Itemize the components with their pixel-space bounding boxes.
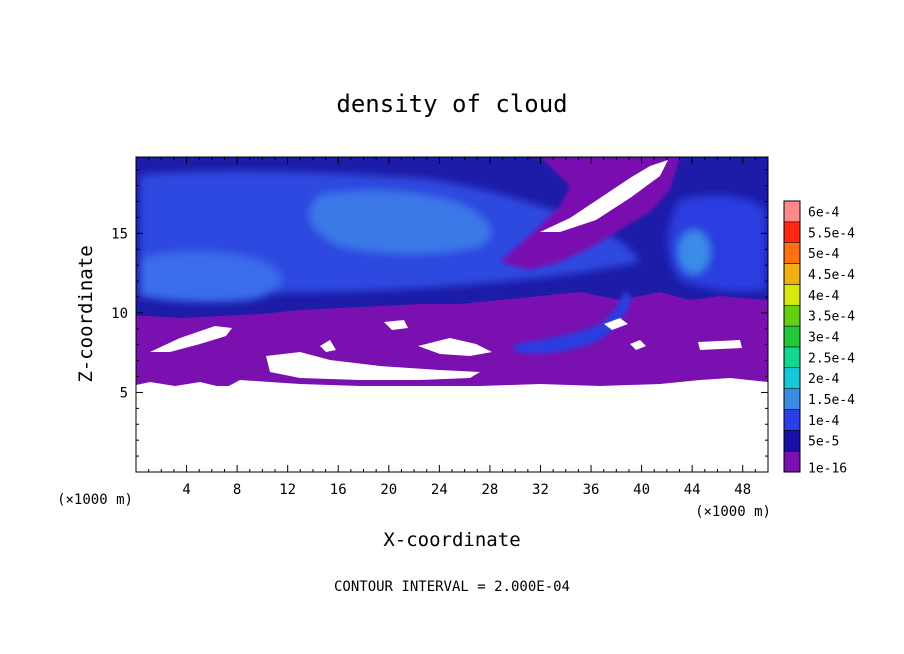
plot-area <box>136 157 768 472</box>
colorbar-label: 2e-4 <box>808 372 839 387</box>
cloud-mass-left <box>140 251 282 303</box>
colorbar-label: 5e-5 <box>808 435 839 450</box>
colorbar-label: 3e-4 <box>808 331 839 346</box>
colorbar-label: 1.5e-4 <box>808 393 855 408</box>
y-tick-label: 5 <box>120 385 128 401</box>
contour-interval-label: CONTOUR INTERVAL = 2.000E-04 <box>334 579 570 595</box>
clear-patches <box>150 160 742 380</box>
x-tick-label: 4 <box>182 482 190 498</box>
colorbar-label: 3.5e-4 <box>808 310 855 325</box>
colorbar-swatch <box>783 388 801 410</box>
cloud-mass-core <box>309 191 491 254</box>
colorbar-label: 5e-4 <box>808 247 839 262</box>
colorbar-swatch <box>783 346 801 369</box>
colorbar-swatch <box>783 200 801 223</box>
cloud-cell-right <box>678 230 710 274</box>
colorbar-swatch <box>783 304 801 327</box>
x-unit-label-right: (×1000 m) <box>695 504 771 520</box>
y-tick-label: 15 <box>111 226 128 242</box>
colorbar-swatch <box>783 325 801 348</box>
cloud-free-region <box>136 378 768 472</box>
colorbar-label: 6e-4 <box>808 205 839 220</box>
colorbar-swatch <box>783 430 801 452</box>
x-tick-label: 40 <box>633 482 650 498</box>
colorbar-label: 4.5e-4 <box>808 268 855 283</box>
x-tick-label: 44 <box>684 482 701 498</box>
x-tick-label: 48 <box>734 482 751 498</box>
colorbar-frame <box>783 200 801 473</box>
x-tick-label: 28 <box>481 482 498 498</box>
colorbar-swatch <box>783 409 801 431</box>
x-tick-label: 16 <box>330 482 347 498</box>
colorbar-label: 4e-4 <box>808 289 839 304</box>
colorbar-label: 2.5e-4 <box>808 351 855 366</box>
x-tick-label: 8 <box>233 482 241 498</box>
colorbar-swatch <box>783 450 801 473</box>
colorbar-swatch <box>783 221 801 243</box>
x-tick-label: 24 <box>431 482 448 498</box>
colorbar-swatch <box>783 367 801 389</box>
colorbar-swatch <box>783 242 801 264</box>
colorbar-swatch <box>783 263 801 285</box>
y-axis-label: Z-coordinate <box>75 245 97 382</box>
x-tick-label: 36 <box>583 482 600 498</box>
x-tick-label: 20 <box>380 482 397 498</box>
colorbar-label: 1e-16 <box>808 462 847 477</box>
y-axis: 5 10 15 <box>111 169 768 457</box>
x-axis: 4 8 12 16 20 24 28 32 36 40 44 48 <box>148 157 756 498</box>
y-tick-label: 10 <box>111 306 128 322</box>
x-axis-label: X-coordinate <box>383 529 520 551</box>
x-unit-label-left: (×1000 m) <box>57 492 133 508</box>
x-tick-label: 12 <box>279 482 296 498</box>
colorbar-label: 1e-4 <box>808 414 839 429</box>
chart-title: density of cloud <box>336 90 567 118</box>
colorbar-swatch <box>783 284 801 306</box>
colorbar: 1e-16 5e-5 1e-4 1.5e-4 2e-4 2.5e-4 3e-4 3.5e-4 4… <box>783 200 855 477</box>
colorbar-label: 5.5e-4 <box>808 226 855 241</box>
x-tick-label: 32 <box>532 482 549 498</box>
